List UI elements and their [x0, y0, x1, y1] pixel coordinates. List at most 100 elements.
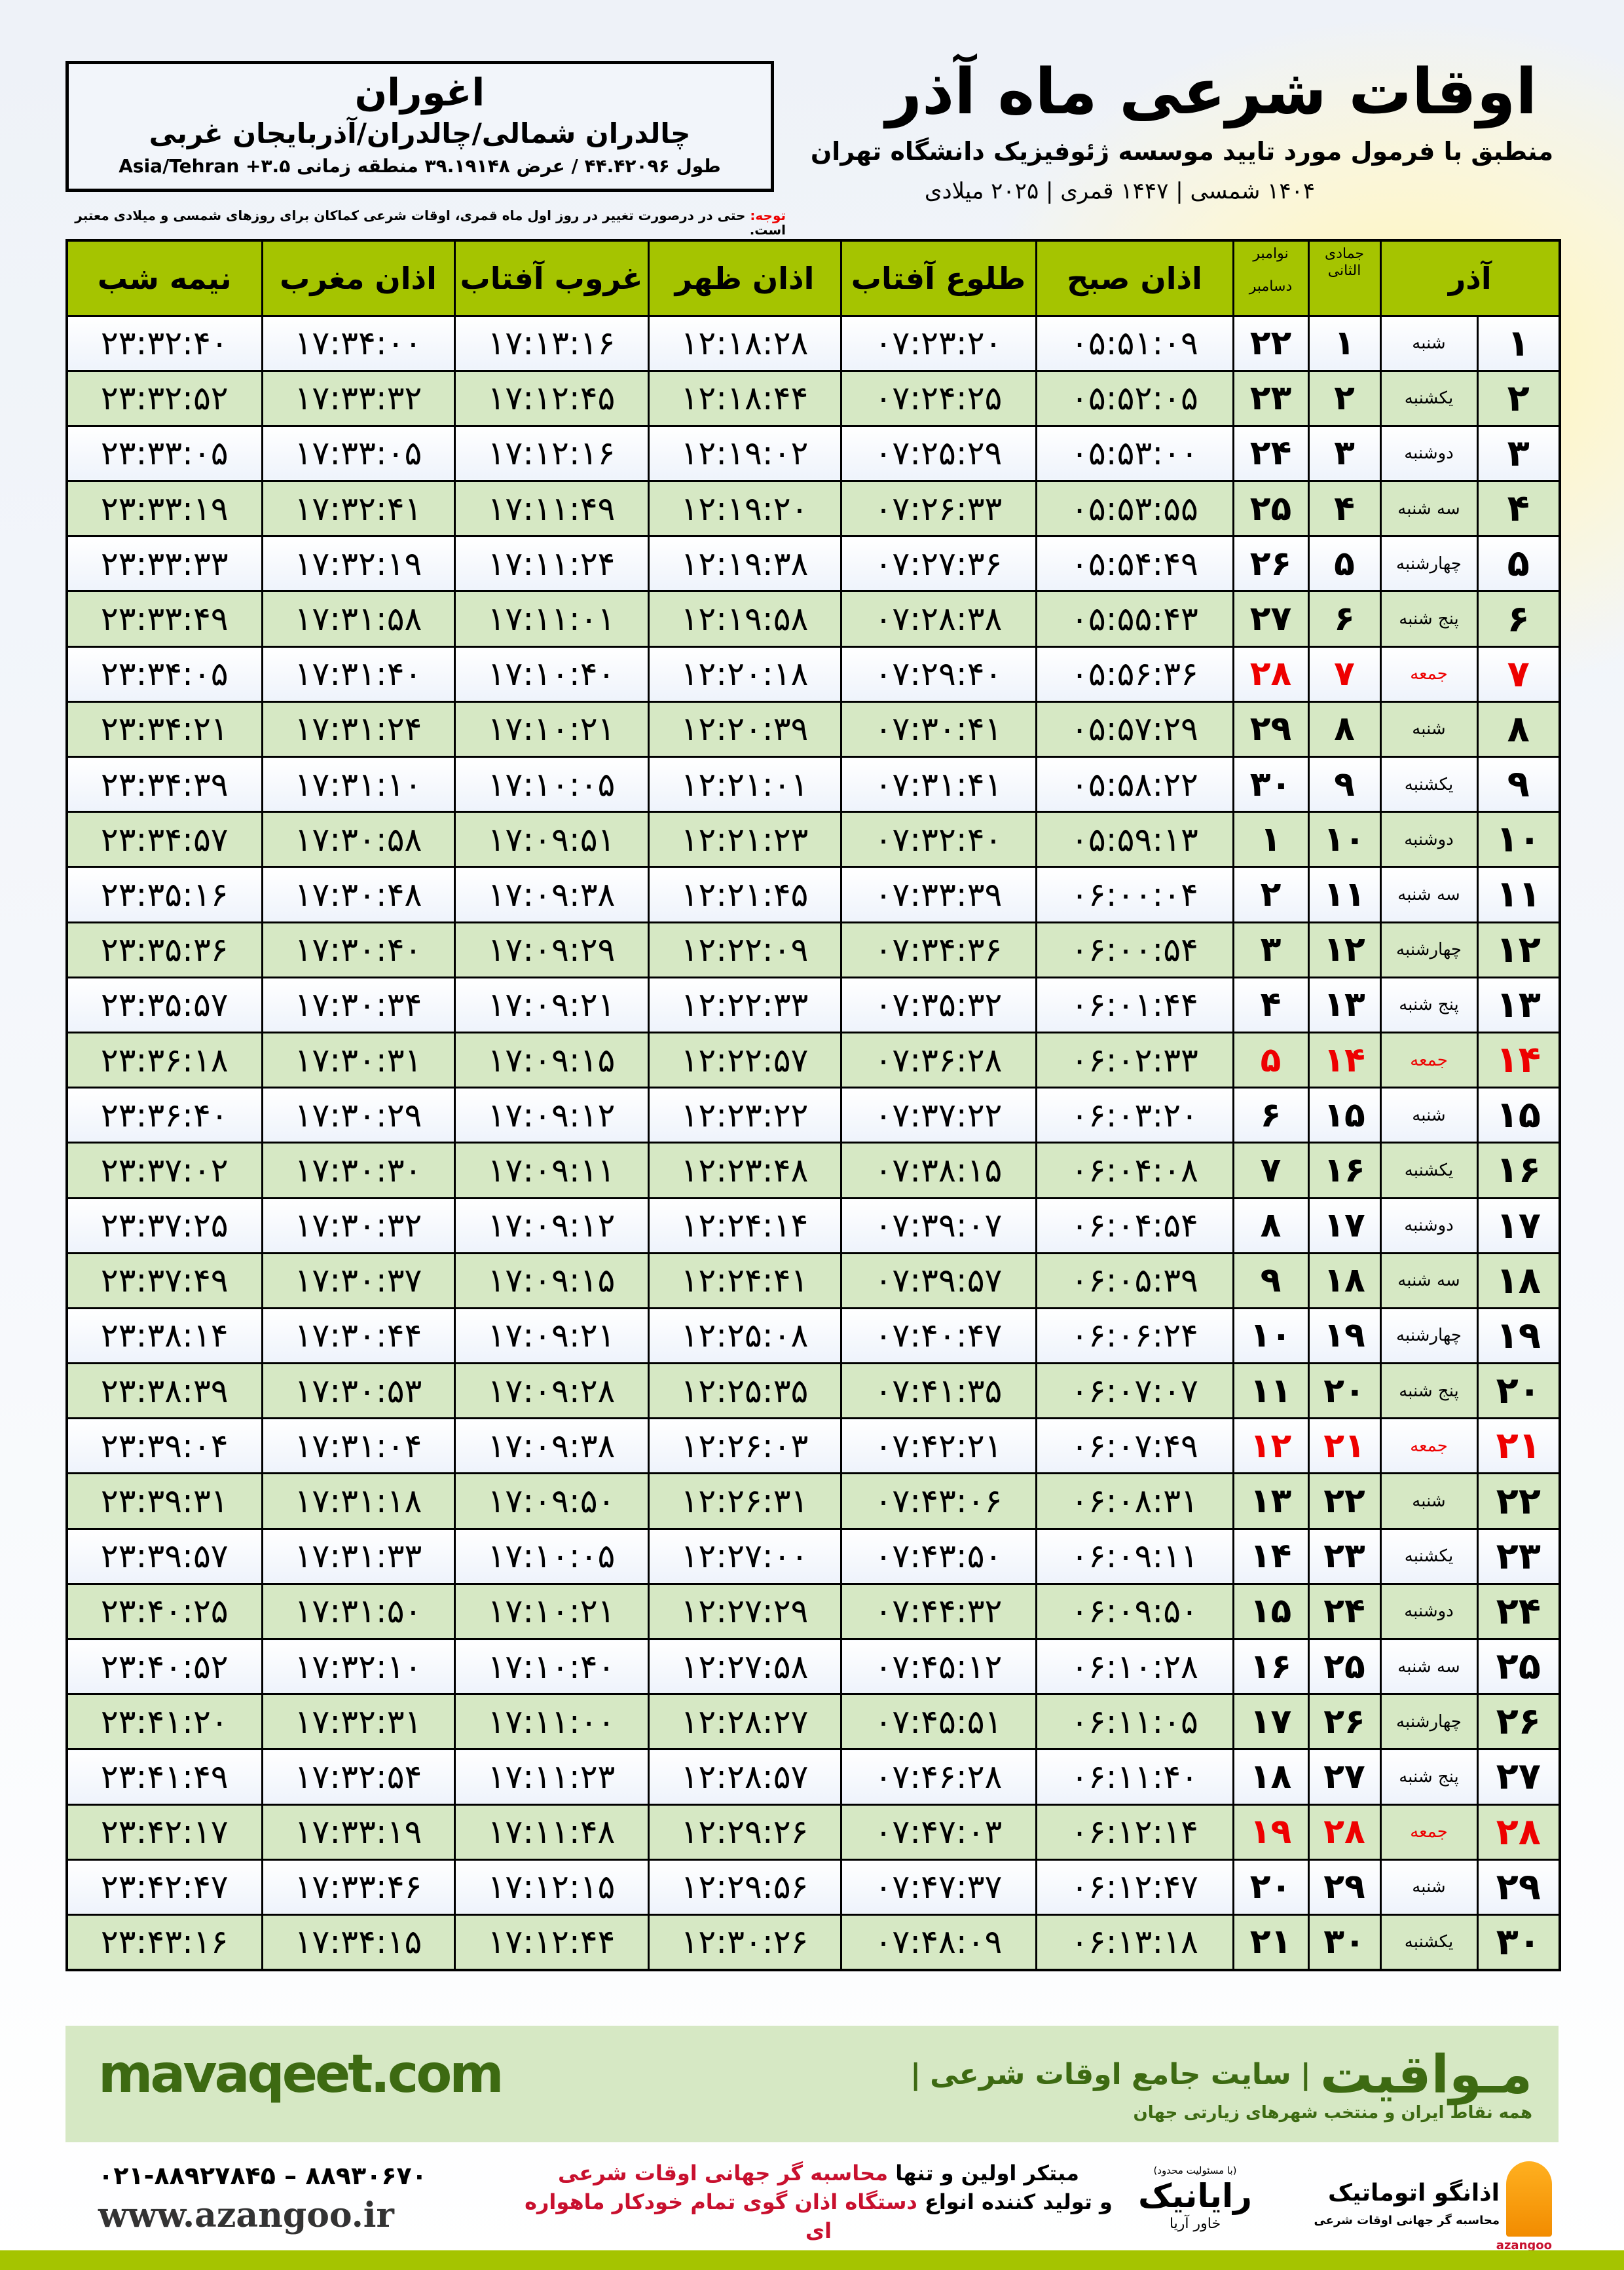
cell-ghorub: ۱۷:۱۲:۱۶ [453, 424, 650, 483]
cell-sobh: ۰۶:۰۰:۰۴ [1035, 866, 1234, 923]
cell-gregorian: ۲۴ [1232, 424, 1310, 483]
cell-hijri: ۶ [1307, 590, 1382, 648]
cell-nimeh: ۲۳:۴۲:۴۷ [65, 1858, 263, 1916]
cell-ghorub: ۱۷:۱۳:۱۶ [453, 314, 650, 372]
cell-day: ۲۸ [1476, 1803, 1561, 1861]
cell-tolu: ۰۷:۴۱:۳۵ [840, 1362, 1037, 1420]
cell-sobh: ۰۵:۵۱:۰۹ [1035, 314, 1234, 372]
cell-hijri: ۲۵ [1307, 1637, 1382, 1696]
azangoo-url[interactable]: www.azangoo.ir [98, 2195, 394, 2235]
cell-zohr: ۱۲:۲۷:۰۰ [647, 1527, 842, 1585]
cell-hijri: ۱ [1307, 314, 1382, 372]
cell-sobh: ۰۶:۰۸:۳۱ [1035, 1472, 1234, 1530]
col-maghreb: اذان مغرب [261, 240, 454, 316]
cell-ghorub: ۱۷:۱۱:۲۴ [453, 535, 650, 593]
cell-sobh: ۰۶:۰۲:۳۳ [1035, 1031, 1234, 1089]
cell-gregorian: ۱ [1232, 811, 1310, 868]
cell-maghreb: ۱۷:۳۱:۲۴ [261, 700, 456, 758]
cell-maghreb: ۱۷:۳۱:۵۸ [261, 590, 456, 648]
cell-ghorub: ۱۷:۰۹:۲۹ [453, 921, 650, 978]
cell-hijri: ۱۳ [1307, 976, 1382, 1033]
cell-day: ۸ [1476, 700, 1561, 758]
col-greg-top: نوامبر [1253, 246, 1289, 262]
cell-day: ۲۴ [1476, 1582, 1561, 1641]
cell-maghreb: ۱۷:۳۱:۳۳ [261, 1527, 456, 1585]
table-row: ۲۳ یکشنبه ۲۳ ۱۴ ۰۶:۰۹:۱۱ ۰۷:۴۳:۵۰ ۱۲:۲۷:۰۰ ۱۷:۱… [65, 1527, 1561, 1585]
cell-maghreb: ۱۷:۳۰:۵۳ [261, 1362, 456, 1420]
cell-day: ۲۹ [1476, 1858, 1561, 1916]
cell-zohr: ۱۲:۲۴:۱۴ [647, 1197, 842, 1254]
cell-day: ۶ [1476, 590, 1561, 648]
cell-tolu: ۰۷:۴۶:۲۸ [840, 1748, 1037, 1806]
cell-hijri: ۲۶ [1307, 1693, 1382, 1751]
cell-hijri: ۷ [1307, 645, 1382, 703]
cell-gregorian: ۲۹ [1232, 700, 1310, 758]
col-sobh: اذان صبح [1035, 240, 1233, 316]
cell-day: ۲ [1476, 369, 1561, 427]
location-coords: طول ۴۴.۴۲۰۹۶ / عرض ۳۹.۱۹۱۴۸ منطقه زمانی … [119, 155, 721, 177]
table-row: ۲۲ شنبه ۲۲ ۱۳ ۰۶:۰۸:۳۱ ۰۷:۴۳:۰۶ ۱۲:۲۶:۳۱ ۱۷:۰۹:… [65, 1472, 1561, 1530]
cell-tolu: ۰۷:۲۵:۲۹ [840, 424, 1037, 483]
cell-tolu: ۰۷:۳۹:۵۷ [840, 1252, 1037, 1309]
table-row: ۱۵ شنبه ۱۵ ۶ ۰۶:۰۳:۲۰ ۰۷:۳۷:۲۲ ۱۲:۲۳:۲۲ ۱۷:۰۹:۱… [65, 1087, 1561, 1144]
cell-maghreb: ۱۷:۳۰:۴۸ [261, 866, 456, 923]
cell-weekday: دوشنبه [1379, 811, 1479, 868]
cell-ghorub: ۱۷:۱۰:۰۵ [453, 755, 650, 813]
cell-day: ۱۴ [1476, 1031, 1561, 1089]
mavaqeet-url[interactable]: mavaqeet.com [98, 2043, 504, 2104]
cell-weekday: شنبه [1379, 1472, 1479, 1530]
cell-sobh: ۰۶:۰۴:۵۴ [1035, 1197, 1234, 1254]
cell-gregorian: ۲۰ [1232, 1858, 1310, 1916]
cell-zohr: ۱۲:۲۷:۲۹ [647, 1582, 842, 1641]
cell-nimeh: ۲۳:۳۸:۱۴ [65, 1307, 263, 1365]
cell-weekday: شنبه [1379, 314, 1479, 372]
cell-nimeh: ۲۳:۳۴:۳۹ [65, 755, 263, 813]
cell-nimeh: ۲۳:۳۴:۵۷ [65, 811, 263, 868]
cell-sobh: ۰۶:۰۶:۲۴ [1035, 1307, 1234, 1365]
raianik-name: رایانیک [1138, 2177, 1252, 2215]
cell-gregorian: ۱۲ [1232, 1417, 1310, 1475]
cell-nimeh: ۲۳:۳۹:۳۱ [65, 1472, 263, 1530]
cell-maghreb: ۱۷:۳۴:۱۵ [261, 1913, 456, 1971]
table-row: ۱۷ دوشنبه ۱۷ ۸ ۰۶:۰۴:۵۴ ۰۷:۳۹:۰۷ ۱۲:۲۴:۱۴ ۱۷:۰۹… [65, 1197, 1561, 1254]
cell-gregorian: ۱۱ [1232, 1362, 1310, 1420]
cell-maghreb: ۱۷:۳۰:۲۹ [261, 1087, 456, 1144]
cell-sobh: ۰۶:۱۲:۴۷ [1035, 1858, 1234, 1916]
raianik-logo: (با مسئولیت محدود) رایانیک خاور آریا [1123, 2165, 1267, 2232]
location-name: اغوران [354, 70, 485, 115]
cell-zohr: ۱۲:۲۴:۴۱ [647, 1252, 842, 1309]
cell-gregorian: ۲۵ [1232, 480, 1310, 538]
cell-nimeh: ۲۳:۴۰:۵۲ [65, 1637, 263, 1696]
raianik-sub: خاور آریا [1169, 2216, 1221, 2232]
cell-nimeh: ۲۳:۴۰:۲۵ [65, 1582, 263, 1641]
cell-ghorub: ۱۷:۰۹:۱۱ [453, 1142, 650, 1199]
cell-nimeh: ۲۳:۳۶:۴۰ [65, 1087, 263, 1144]
table-row: ۲۸ جمعه ۲۸ ۱۹ ۰۶:۱۲:۱۴ ۰۷:۴۷:۰۳ ۱۲:۲۹:۲۶ ۱۷:۱۱:… [65, 1803, 1561, 1861]
cell-day: ۱۵ [1476, 1087, 1561, 1144]
brand-tagline: سایت جامع اوقات شرعی [930, 2058, 1291, 2091]
cell-tolu: ۰۷:۳۵:۳۲ [840, 976, 1037, 1033]
cell-nimeh: ۲۳:۳۳:۳۳ [65, 535, 263, 593]
cell-ghorub: ۱۷:۰۹:۲۱ [453, 976, 650, 1033]
cell-weekday: یکشنبه [1379, 1527, 1479, 1585]
cell-hijri: ۲۰ [1307, 1362, 1382, 1420]
cell-nimeh: ۲۳:۳۵:۵۷ [65, 976, 263, 1033]
cell-zohr: ۱۲:۲۹:۵۶ [647, 1858, 842, 1916]
cell-tolu: ۰۷:۴۲:۲۱ [840, 1417, 1037, 1475]
cell-day: ۱۶ [1476, 1142, 1561, 1199]
table-row: ۱ شنبه ۱ ۲۲ ۰۵:۵۱:۰۹ ۰۷:۲۳:۲۰ ۱۲:۱۸:۲۸ ۱۷:۱۳:۱۶… [65, 314, 1561, 372]
cell-tolu: ۰۷:۳۱:۴۱ [840, 755, 1037, 813]
cell-ghorub: ۱۷:۰۹:۳۸ [453, 866, 650, 923]
raianik-small: (با مسئولیت محدود) [1153, 2165, 1237, 2176]
cell-ghorub: ۱۷:۱۱:۲۳ [453, 1748, 650, 1806]
cell-ghorub: ۱۷:۰۹:۱۲ [453, 1087, 650, 1144]
cell-maghreb: ۱۷:۳۰:۵۸ [261, 811, 456, 868]
cell-weekday: یکشنبه [1379, 1913, 1479, 1971]
col-nimeh: نیمه شب [65, 240, 262, 316]
cell-gregorian: ۲ [1232, 866, 1310, 923]
cell-day: ۳ [1476, 424, 1561, 483]
table-row: ۳۰ یکشنبه ۳۰ ۲۱ ۰۶:۱۳:۱۸ ۰۷:۴۸:۰۹ ۱۲:۳۰:۲۶ ۱۷:۱… [65, 1913, 1561, 1971]
cell-sobh: ۰۶:۰۹:۵۰ [1035, 1582, 1234, 1641]
cell-ghorub: ۱۷:۰۹:۱۵ [453, 1252, 650, 1309]
cell-hijri: ۵ [1307, 535, 1382, 593]
